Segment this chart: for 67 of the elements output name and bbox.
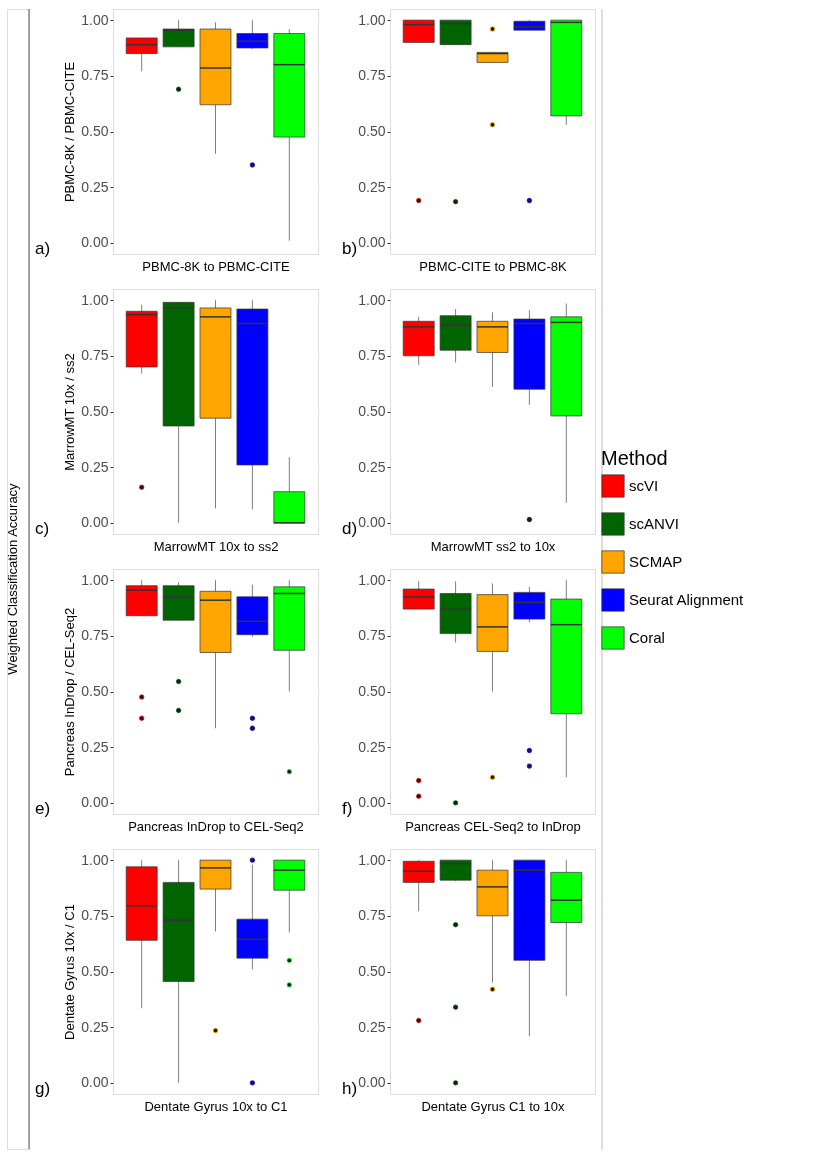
- y-tick-label: 0.75: [358, 67, 386, 84]
- y-tick-label: 0.50: [81, 123, 109, 139]
- legend-label: scVI: [629, 477, 659, 494]
- x-axis-title: Pancreas CEL-Seq2 to InDrop: [405, 818, 581, 834]
- x-axis-title: PBMC-CITE to PBMC-8K: [419, 258, 567, 274]
- y-tick-label: 0.50: [358, 123, 386, 139]
- legend-label: Seurat Alignment: [629, 591, 745, 608]
- y-tick-label: 0.50: [81, 403, 109, 419]
- text: d): [342, 519, 358, 538]
- y-tick-label: 0.25: [81, 458, 109, 475]
- y-tick-label: 0.50: [358, 963, 386, 979]
- legend-label: Coral: [629, 629, 665, 646]
- y-axis-title: Pancreas InDrop / CEL-Seq2: [62, 607, 78, 777]
- legend-title: Method: [601, 447, 668, 469]
- y-tick-label: 0.00: [81, 514, 109, 531]
- y-axis-title: PBMC-8K / PBMC-CITE: [62, 61, 78, 203]
- y-tick-label: 0.75: [81, 347, 109, 364]
- y-tick-label: 0.50: [358, 403, 386, 419]
- text: f): [342, 799, 353, 818]
- y-tick-label: 1.00: [358, 851, 386, 868]
- y-tick-label: 0.25: [358, 1018, 386, 1035]
- y-tick-label: 0.50: [358, 683, 386, 699]
- y-tick-label: 0.25: [81, 1018, 109, 1035]
- x-axis-title: Pancreas InDrop to CEL-Seq2: [128, 818, 304, 834]
- y-tick-label: 1.00: [358, 571, 386, 588]
- y-tick-label: 0.75: [358, 347, 386, 364]
- y-tick-label: 0.50: [81, 963, 109, 979]
- y-tick-label: 0.25: [358, 178, 386, 195]
- y-tick-label: 0.25: [81, 178, 109, 195]
- x-axis-title: Dentate Gyrus 10x to C1: [144, 1098, 288, 1114]
- y-tick-label: 0.50: [81, 683, 109, 699]
- text: Weighted Classification Accuracy: [5, 482, 20, 675]
- y-tick-label: 0.25: [358, 738, 386, 755]
- y-tick-label: 0.00: [81, 794, 109, 811]
- x-axis-title: MarrowMT ss2 to 10x: [430, 538, 556, 554]
- y-axis-title: MarrowMT 10x / ss2: [62, 353, 78, 471]
- y-tick-label: 0.75: [81, 627, 109, 644]
- y-tick-label: 1.00: [81, 291, 109, 308]
- y-tick-label: 1.00: [81, 11, 109, 28]
- y-axis-title: Dentate Gyrus 10x / C1: [62, 904, 78, 1040]
- y-tick-label: 0.00: [358, 234, 386, 251]
- text: h): [342, 1079, 358, 1098]
- y-tick-label: 0.25: [358, 458, 386, 475]
- text: c): [35, 519, 50, 538]
- legend-label: scANVI: [629, 515, 680, 532]
- x-axis-title: MarrowMT 10x to ss2: [153, 538, 279, 554]
- x-axis-title: Dentate Gyrus C1 to 10x: [421, 1098, 566, 1114]
- y-tick-label: 1.00: [81, 851, 109, 868]
- legend-label: SCMAP: [629, 553, 683, 570]
- y-tick-label: 0.75: [81, 907, 109, 924]
- y-tick-label: 0.25: [81, 738, 109, 755]
- y-tick-label: 1.00: [358, 291, 386, 308]
- y-tick-label: 0.00: [358, 1074, 386, 1091]
- x-axis-title: PBMC-8K to PBMC-CITE: [142, 258, 290, 274]
- text: g): [35, 1079, 51, 1098]
- text: a): [35, 239, 51, 258]
- text: e): [35, 799, 51, 818]
- y-tick-label: 0.00: [358, 514, 386, 531]
- y-tick-label: 0.75: [358, 627, 386, 644]
- y-tick-label: 1.00: [81, 571, 109, 588]
- y-tick-label: 0.00: [81, 1074, 109, 1091]
- y-tick-label: 0.75: [81, 67, 109, 84]
- y-tick-label: 0.75: [358, 907, 386, 924]
- y-tick-label: 1.00: [358, 11, 386, 28]
- y-tick-label: 0.00: [81, 234, 109, 251]
- y-tick-label: 0.00: [358, 794, 386, 811]
- text: b): [342, 239, 358, 258]
